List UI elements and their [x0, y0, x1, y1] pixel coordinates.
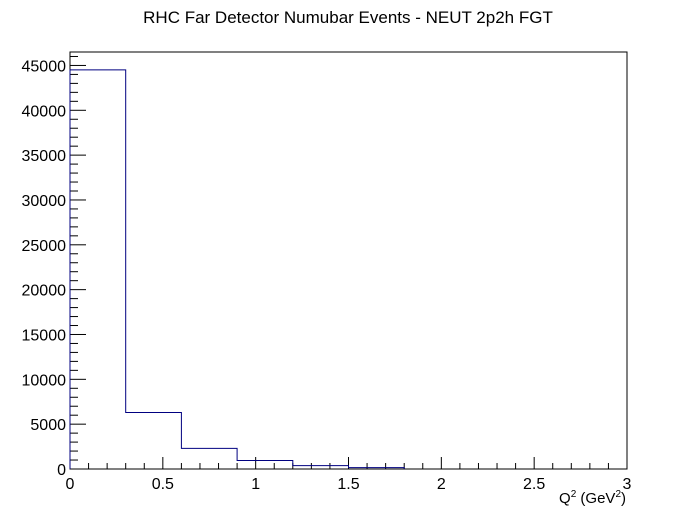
- x-tick-label: 1: [251, 476, 260, 493]
- x-tick-label: 1.5: [337, 476, 359, 493]
- x-tick-label: 3: [623, 476, 632, 493]
- x-axis-label-symbol: Q: [559, 490, 571, 507]
- y-tick-label: 20000: [22, 283, 67, 300]
- y-tick-label: 15000: [22, 327, 67, 344]
- x-axis-label-unit-sup: 2: [615, 489, 621, 500]
- y-tick-label: 40000: [22, 103, 67, 120]
- y-tick-label: 30000: [22, 193, 67, 210]
- plot-frame: [69, 51, 628, 470]
- x-axis-label-unit-open: (GeV: [580, 490, 616, 507]
- x-axis-label-unit-close: ): [621, 490, 626, 507]
- x-tick-label: 0: [66, 476, 75, 493]
- y-tick-label: 45000: [22, 58, 67, 75]
- x-tick-label: 2: [437, 476, 446, 493]
- histogram-bin: [349, 468, 405, 469]
- histogram-bin: [126, 413, 182, 469]
- x-tick-label: 2.5: [523, 476, 545, 493]
- y-tick-label: 25000: [22, 238, 67, 255]
- chart-title: RHC Far Detector Numubar Events - NEUT 2…: [143, 8, 553, 27]
- x-axis-label-symbol-sup: 2: [570, 489, 577, 500]
- y-tick-label: 10000: [22, 372, 67, 389]
- histogram-bin: [237, 460, 293, 469]
- histogram-bin: [181, 448, 237, 469]
- histogram-outline: [69, 69, 405, 469]
- histogram-bin: [70, 70, 126, 469]
- y-tick-label: 5000: [30, 417, 66, 434]
- x-axis-label: Q2 (GeV2): [559, 489, 626, 507]
- histogram-bin: [293, 466, 349, 469]
- y-tick-label: 35000: [22, 148, 67, 165]
- y-tick-label: 0: [57, 462, 66, 479]
- x-tick-label: 0.5: [152, 476, 174, 493]
